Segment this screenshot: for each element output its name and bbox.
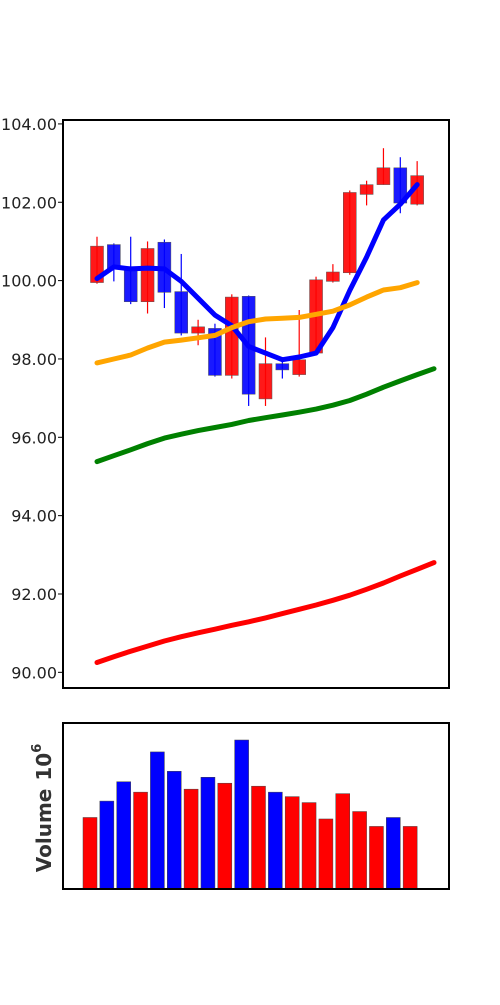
candlestick	[208, 323, 222, 377]
candlestick	[258, 337, 273, 406]
candlestick	[174, 253, 188, 336]
price-tick-label: 92.00	[11, 585, 57, 604]
volume-bar	[167, 771, 182, 890]
volume-bar	[82, 817, 98, 890]
candle-body	[174, 291, 188, 334]
volume-bar	[234, 739, 249, 890]
price-tick-label: 100.00	[1, 272, 57, 291]
candlestick	[343, 190, 357, 275]
volume-bar	[183, 788, 199, 890]
volume-bar	[284, 796, 300, 890]
volume-bar	[150, 751, 165, 890]
volume-bar	[369, 826, 384, 890]
price-panel: 90.00 92.00 94.00 96.00 98.00 100.00 102.00 104…	[1, 115, 450, 689]
candlestick	[275, 358, 290, 379]
volume-bar	[200, 777, 216, 890]
candlestick	[191, 319, 205, 346]
price-tick-label: 94.00	[11, 507, 57, 526]
candlestick	[359, 180, 374, 206]
candlestick	[225, 294, 239, 379]
candle-body	[326, 271, 340, 282]
candle-body	[123, 266, 138, 303]
volume-bar	[217, 782, 233, 890]
volume-axis-label-main: Volume	[32, 789, 56, 873]
volume-bar	[133, 791, 148, 890]
volume-axis-label: Volume 106	[30, 744, 56, 873]
candle-body	[191, 326, 205, 334]
candle-body	[225, 296, 239, 376]
price-tick-label: 98.00	[11, 350, 57, 369]
moving-average-line-red	[94, 560, 437, 665]
volume-bar	[352, 811, 367, 890]
candle-body	[275, 363, 290, 371]
candle-body	[376, 167, 391, 185]
candlestick	[326, 264, 340, 283]
price-plot-frame	[62, 119, 450, 689]
price-tick-label: 96.00	[11, 428, 57, 447]
candle-body	[359, 184, 374, 195]
price-tick-label: 104.00	[1, 115, 57, 134]
candle-body	[208, 328, 222, 376]
candle-body	[140, 248, 155, 303]
volume-bar	[335, 793, 350, 890]
volume-bar	[402, 826, 418, 890]
volume-bar	[268, 791, 283, 890]
candle-body	[292, 359, 306, 375]
volume-axis-label-exp: 6	[30, 744, 45, 753]
price-tick-label: 90.00	[11, 663, 57, 682]
volume-bar	[116, 781, 131, 890]
volume-bar	[386, 817, 401, 890]
price-tick-label: 102.00	[1, 193, 57, 212]
candlestick	[107, 243, 121, 282]
volume-plot-frame	[62, 722, 450, 890]
moving-average-line-blue	[94, 182, 420, 363]
candle-body	[258, 363, 273, 400]
volume-panel: Volume 106	[30, 722, 450, 890]
volume-bar	[318, 818, 334, 890]
moving-average-line-green	[94, 366, 437, 465]
candlestick	[140, 241, 155, 314]
candlestick	[376, 148, 391, 185]
volume-bar	[99, 800, 115, 890]
candlestick	[292, 309, 306, 377]
volume-bar	[301, 802, 317, 890]
volume-bar	[251, 785, 266, 890]
moving-average-line-orange	[94, 280, 420, 366]
candle-body	[343, 192, 357, 274]
volume-axis-label-base: 10	[32, 753, 56, 781]
